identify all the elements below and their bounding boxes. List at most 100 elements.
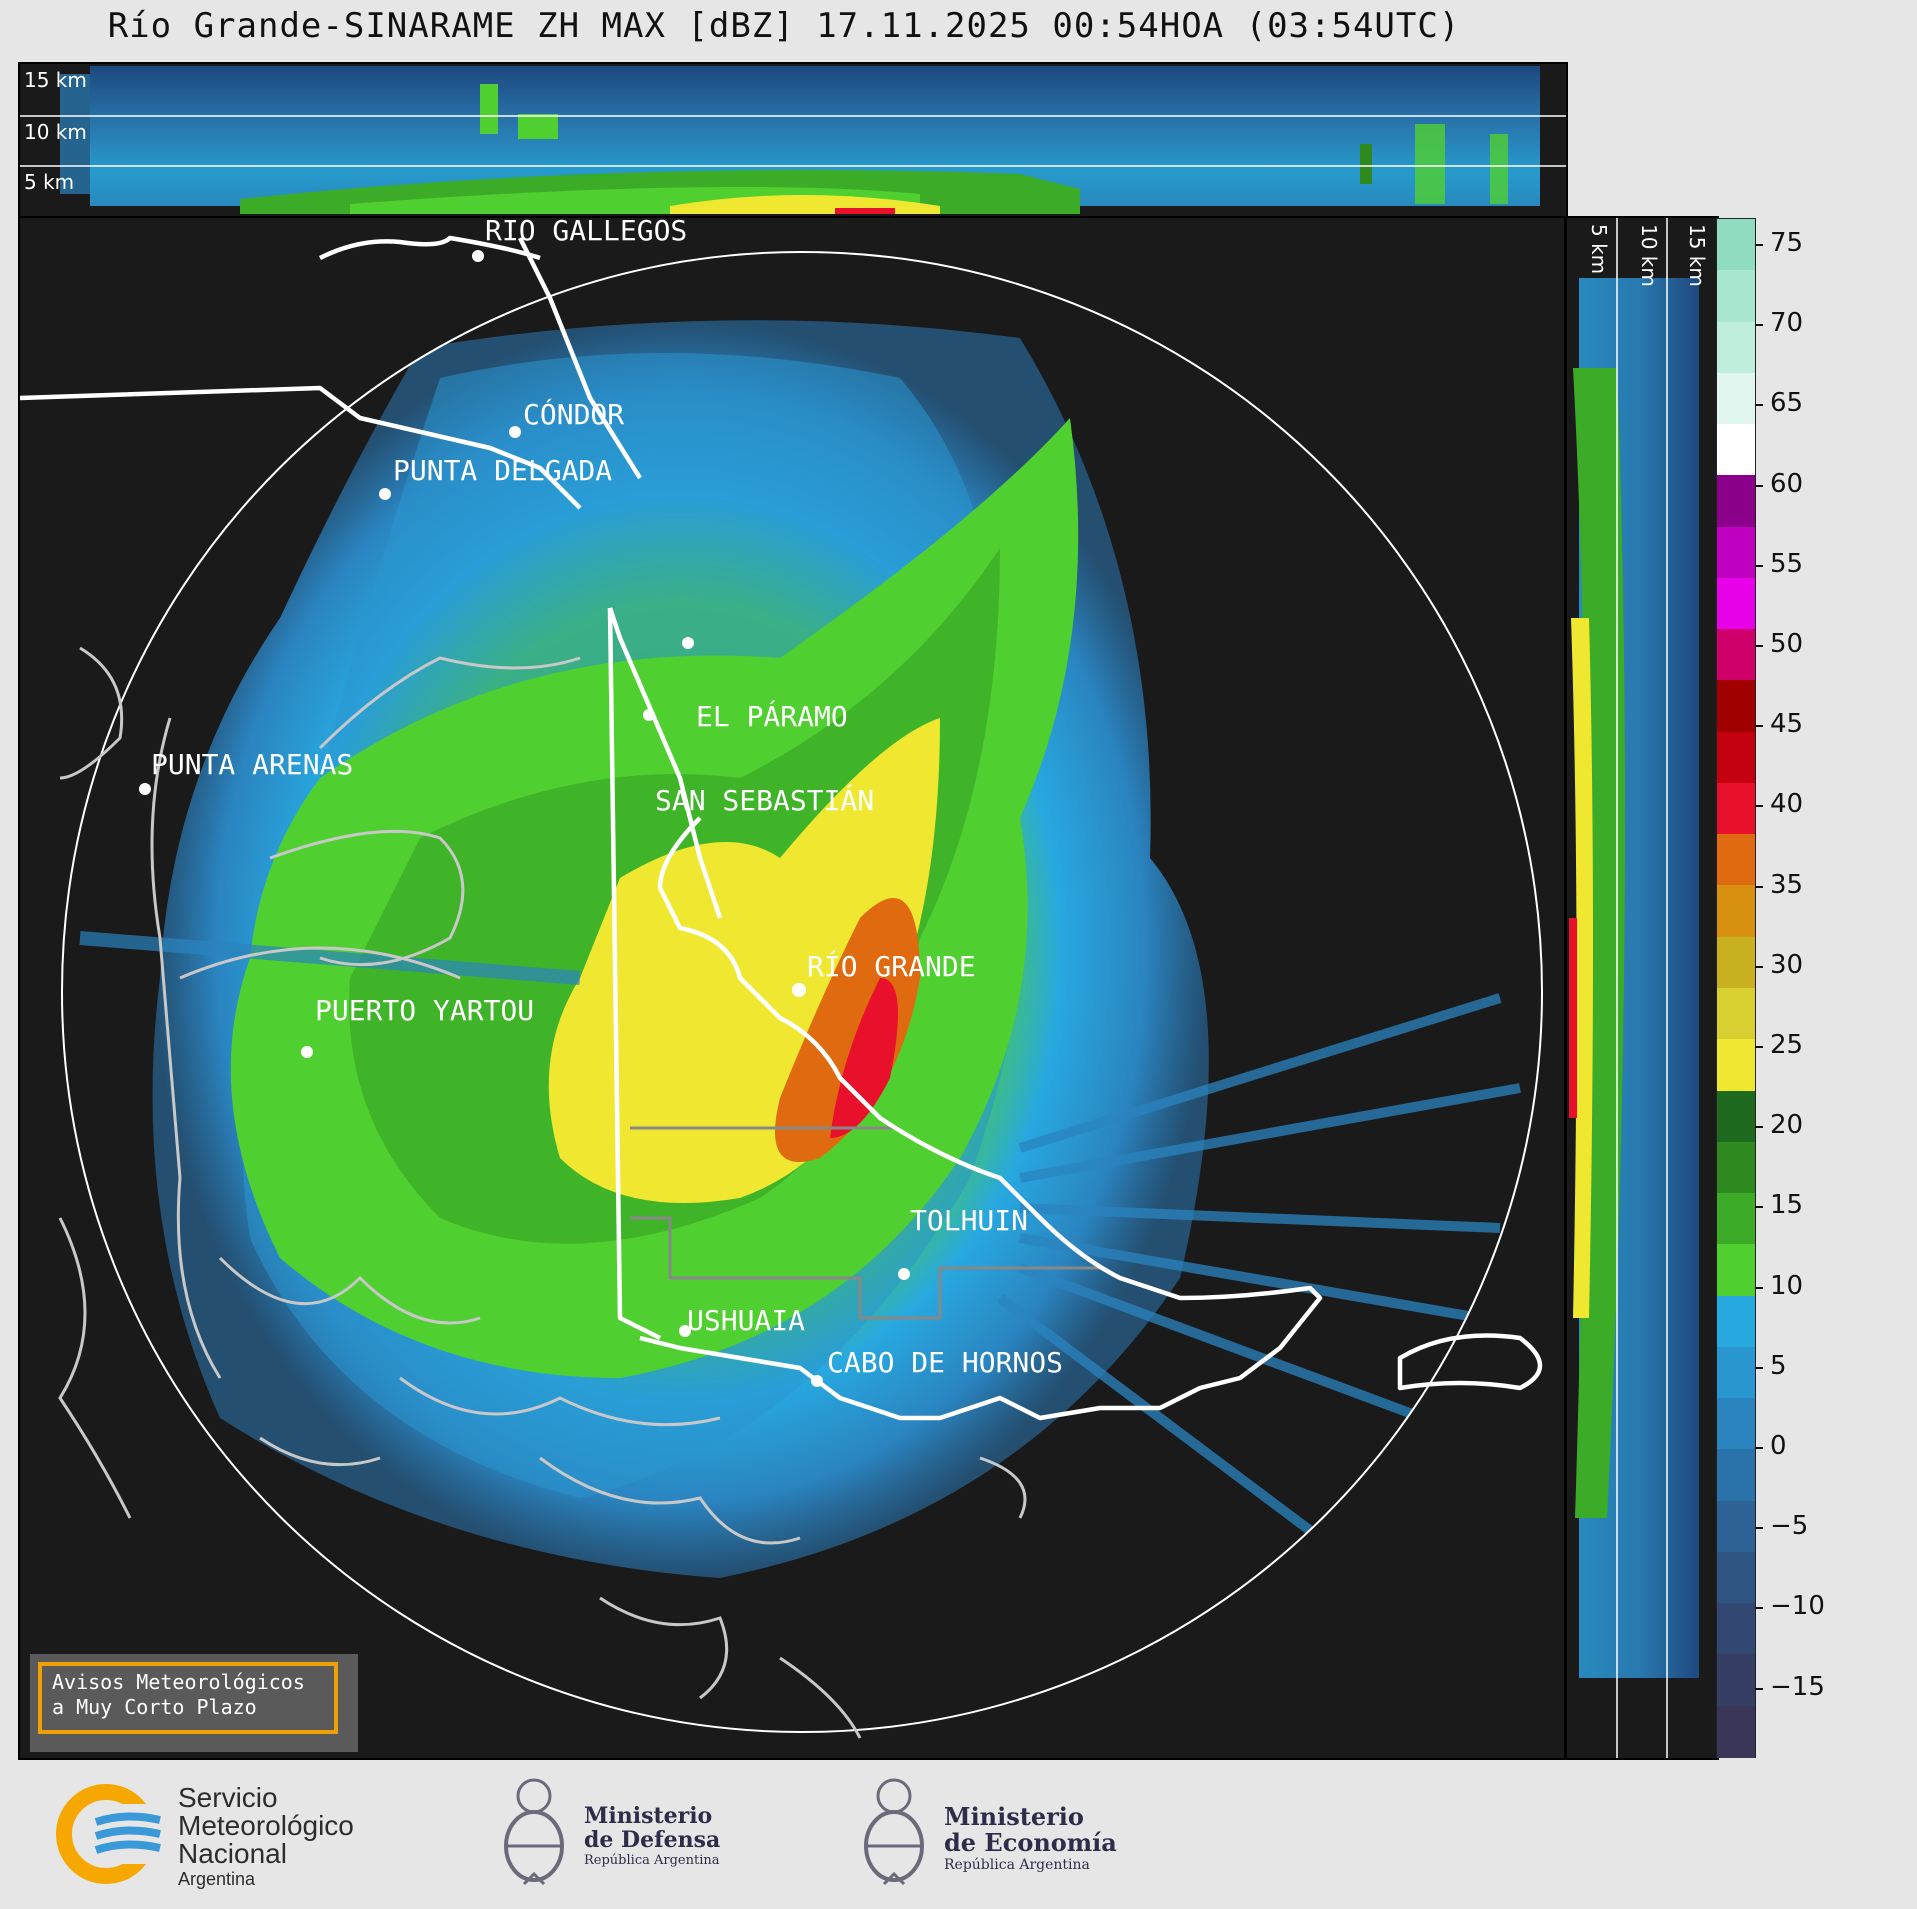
colorbar-segment	[1717, 526, 1755, 579]
colorbar-segment	[1717, 885, 1755, 938]
economia-line-1: Ministerio	[944, 1802, 1084, 1831]
side-cross-section-image	[1569, 218, 1699, 1758]
city-label-el-paramo: EL PÁRAMO	[696, 700, 848, 733]
colorbar-tick-label: 10	[1770, 1270, 1804, 1301]
colorbar-tick-label: −15	[1770, 1671, 1825, 1702]
colorbar-tick-mark	[1755, 805, 1763, 808]
smn-line-4: Argentina	[178, 1869, 256, 1889]
city-label-punta-delgada: PUNTA DELGADA	[393, 454, 613, 487]
smn-line-3: Nacional	[178, 1838, 287, 1869]
colorbar-segment	[1717, 1346, 1755, 1399]
colorbar-segment	[1717, 1603, 1755, 1656]
colorbar-tick-mark	[1755, 1046, 1763, 1048]
colorbar-tick-label: 15	[1770, 1190, 1804, 1221]
colorbar-tick-mark	[1755, 1126, 1763, 1129]
colorbar-tick-label: 25	[1770, 1030, 1804, 1060]
colorbar-tick-mark	[1755, 1366, 1763, 1369]
colorbar-tick-mark	[1755, 645, 1763, 647]
economia-line-3: República Argentina	[944, 1857, 1090, 1873]
colorbar-segment	[1717, 1039, 1755, 1092]
colorbar-segment	[1717, 1654, 1755, 1707]
defensa-line-1: Ministerio	[584, 1803, 713, 1829]
colorbar-segment	[1717, 782, 1755, 835]
defensa-line-3: República Argentina	[584, 1853, 720, 1868]
side-cross-section: 5 km 10 km 15 km	[1564, 216, 1719, 1760]
side-height-label-5km: 5 km	[1587, 224, 1611, 275]
colorbar-tick-mark	[1755, 725, 1763, 728]
notice-box: Avisos Meteorológicos a Muy Corto Plazo	[30, 1654, 358, 1752]
colorbar-segment	[1717, 1398, 1755, 1450]
colorbar-tick-mark	[1755, 324, 1763, 327]
colorbar-segment	[1717, 577, 1755, 630]
colorbar-tick-mark	[1755, 484, 1763, 487]
defensa-line-2: de Defensa	[584, 1827, 721, 1853]
economia-logo-text: Ministerio de Economía República Argenti…	[944, 1804, 1117, 1874]
defensa-logo-text: Ministerio de Defensa República Argentin…	[584, 1804, 720, 1870]
smn-logo-text: Servicio Meteorológico Nacional Argentin…	[178, 1784, 354, 1890]
colorbar-segment	[1717, 424, 1755, 476]
colorbar-segment	[1717, 988, 1755, 1040]
dbz-colorbar	[1716, 218, 1756, 1758]
colorbar-segment	[1717, 629, 1755, 681]
colorbar-tick-label: 40	[1770, 789, 1804, 820]
colorbar-segment	[1717, 475, 1755, 528]
radar-map: RÍO GALLEGOS CÓNDOR PUNTA DELGADA PUNTA …	[18, 216, 1568, 1760]
notice-line-1: Avisos Meteorológicos	[52, 1670, 305, 1694]
colorbar-tick-mark	[1755, 1447, 1763, 1449]
city-label-ushuaia: USHUAIA	[687, 1304, 806, 1337]
height-label-10km: 10 km	[24, 120, 87, 144]
smn-logo-icon	[56, 1784, 164, 1884]
colorbar-tick-mark	[1755, 564, 1763, 567]
colorbar-tick-label: 50	[1770, 629, 1804, 659]
city-label-rio-gallegos: RÍO GALLEGOS	[485, 216, 688, 247]
colorbar-tick-mark	[1755, 1286, 1763, 1289]
colorbar-segment	[1717, 1551, 1755, 1604]
colorbar-segment	[1717, 1193, 1755, 1245]
colorbar-segment	[1717, 1705, 1755, 1758]
notice-line-2: a Muy Corto Plazo	[52, 1695, 257, 1719]
top-cross-section: 15 km 10 km 5 km	[18, 62, 1568, 218]
city-label-rio-grande: RÍO GRANDE	[807, 950, 976, 983]
colorbar-tick-mark	[1755, 1206, 1763, 1209]
colorbar-tick-label: 0	[1770, 1431, 1787, 1461]
colorbar-tick-mark	[1755, 1607, 1763, 1610]
colorbar-tick-label: 70	[1770, 308, 1804, 339]
colorbar-segment	[1717, 731, 1755, 784]
height-label-15km: 15 km	[24, 68, 87, 92]
radar-map-image	[20, 235, 1543, 1739]
colorbar-segment	[1717, 321, 1755, 374]
city-label-puerto-yartou: PUERTO YARTOU	[315, 994, 535, 1027]
colorbar-segment	[1717, 1090, 1755, 1143]
colorbar-tick-mark	[1755, 404, 1763, 407]
colorbar-segment	[1717, 1295, 1755, 1348]
colorbar-tick-label: 30	[1770, 949, 1804, 980]
colorbar-tick-label: 20	[1770, 1110, 1804, 1141]
colorbar-tick-label: 35	[1770, 869, 1804, 900]
colorbar-tick-mark	[1755, 244, 1763, 246]
city-label-san-sebastian: SAN SEBASTIÁN	[655, 784, 875, 817]
colorbar-tick-label: 60	[1770, 468, 1804, 499]
smn-line-1: Servicio	[178, 1782, 278, 1813]
colorbar-tick-mark	[1755, 885, 1763, 888]
colorbar-tick-label: 65	[1770, 388, 1804, 419]
colorbar-segment	[1717, 372, 1755, 425]
colorbar-tick-label: 45	[1770, 709, 1804, 740]
colorbar-tick-label: 55	[1770, 548, 1804, 579]
colorbar-segment	[1717, 1449, 1755, 1502]
colorbar-tick-mark	[1755, 1527, 1763, 1530]
colorbar-segment	[1717, 1500, 1755, 1553]
colorbar-segment	[1717, 834, 1755, 887]
side-height-label-15km: 15 km	[1685, 224, 1709, 287]
height-label-5km: 5 km	[24, 170, 75, 194]
colorbar-segment	[1717, 936, 1755, 989]
colorbar-tick-mark	[1755, 1687, 1763, 1690]
chart-title: Río Grande-SINARAME ZH MAX [dBZ] 17.11.2…	[107, 6, 1461, 46]
city-label-tolhuin: TOLHUIN	[910, 1204, 1029, 1237]
colorbar-segment	[1717, 219, 1755, 271]
economia-line-2: de Economía	[944, 1828, 1117, 1857]
city-label-cabo-de-hornos: CABO DE HORNOS	[827, 1346, 1064, 1379]
colorbar-tick-label: −10	[1770, 1591, 1825, 1622]
top-cross-section-image	[20, 66, 1566, 214]
colorbar-tick-label: −5	[1770, 1511, 1809, 1542]
economia-coat-of-arms-icon	[864, 1778, 924, 1886]
